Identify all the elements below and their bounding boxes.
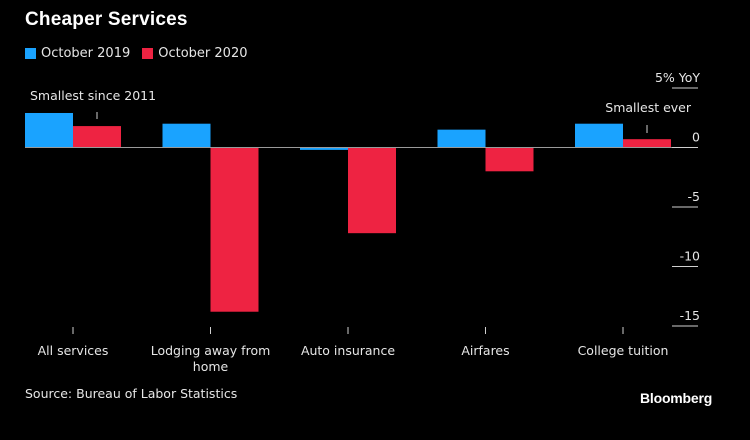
legend-swatch-october-2019 [25, 48, 36, 59]
bloomberg-logo: Bloomberg [640, 390, 713, 406]
bar-october-2020-2 [348, 147, 396, 234]
chart-title: Cheaper Services [25, 9, 188, 30]
legend-label-october-2019: October 2019 [41, 46, 131, 61]
bar-october-2019-1 [162, 123, 211, 148]
legend-label-october-2020: October 2020 [158, 46, 248, 61]
x-tick-label: home [193, 359, 229, 374]
bar-october-2020-3 [485, 147, 534, 172]
x-tick-label: Lodging away from [151, 343, 271, 358]
bar-october-2019-2 [300, 147, 348, 150]
bar-october-2019-3 [437, 129, 486, 148]
x-tick-label: Airfares [461, 343, 509, 358]
y-tick-label: -5 [688, 189, 700, 204]
bar-october-2020-0 [73, 126, 121, 148]
annotation-smallest-since-2011: Smallest since 2011 [30, 88, 156, 103]
x-tick-label: Auto insurance [301, 343, 395, 358]
legend-item-october-2020: October 2020 [142, 46, 248, 61]
source-note: Source: Bureau of Labor Statistics [25, 386, 238, 401]
annotation-smallest-ever: Smallest ever [605, 100, 692, 115]
y-tick-label: 0 [692, 130, 700, 145]
x-tick-label: College tuition [578, 343, 669, 358]
legend-swatch-october-2020 [142, 48, 154, 59]
legend-item-october-2019: October 2019 [25, 46, 130, 61]
legend: October 2019 October 2020 [25, 46, 260, 61]
y-tick-label: 5% YoY [655, 70, 700, 85]
bar-october-2020-1 [210, 147, 259, 312]
y-tick-label: -15 [680, 308, 700, 323]
x-tick-label: All services [38, 343, 109, 358]
y-tick-label: -10 [680, 249, 700, 264]
bar-october-2019-0 [25, 112, 73, 148]
bar-october-2019-4 [575, 123, 623, 148]
bar-october-2020-4 [623, 139, 671, 148]
